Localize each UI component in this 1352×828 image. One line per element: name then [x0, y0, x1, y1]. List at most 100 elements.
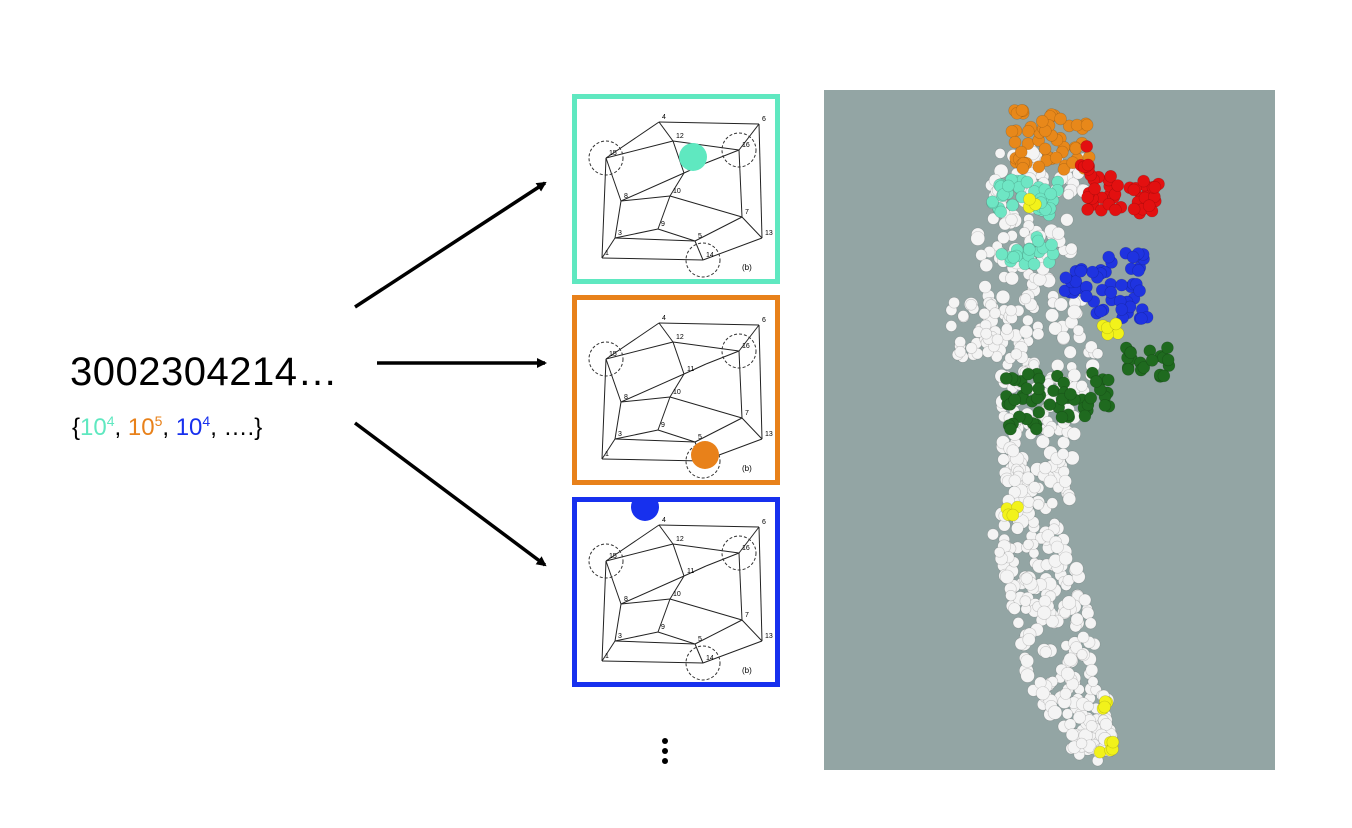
- cube-edge: [672, 341, 740, 352]
- atom-green: [1064, 387, 1077, 401]
- atom-white: [1035, 686, 1050, 701]
- atom-white: [1042, 425, 1055, 438]
- atom-white: [1020, 293, 1032, 305]
- atom-green: [1161, 341, 1174, 355]
- cube-node-label: 6: [762, 116, 766, 123]
- atom-white: [1019, 595, 1032, 607]
- state-marker: [631, 497, 659, 521]
- atom-orange: [1005, 125, 1019, 138]
- atom-white: [970, 231, 986, 246]
- atom-red: [1081, 158, 1095, 172]
- cube-edge: [658, 322, 760, 326]
- cube-edge: [683, 363, 707, 375]
- atom-green: [1121, 363, 1135, 376]
- atom-green: [1032, 406, 1046, 419]
- cube-edge: [614, 401, 622, 440]
- atom-white: [991, 333, 1004, 346]
- cube-node-label: 1: [605, 653, 609, 660]
- cube-edge: [614, 228, 659, 239]
- cube-node-label: 16: [742, 343, 750, 350]
- atom-yellow: [1109, 317, 1123, 331]
- cube-node-label: 14: [706, 655, 714, 662]
- cube-node-label: 10: [673, 591, 681, 598]
- atom-white: [1087, 676, 1099, 688]
- atom-yellow: [1023, 192, 1036, 206]
- cube-node-label: 4: [662, 517, 666, 524]
- atom-white: [1022, 496, 1035, 508]
- cube-edge: [605, 121, 660, 159]
- cube-node-label: 15: [609, 351, 617, 358]
- atom-cyan: [995, 247, 1009, 261]
- cube-node-label: 5: [698, 434, 702, 441]
- atom-white: [1076, 380, 1088, 392]
- atom-white: [994, 148, 1006, 159]
- atom-white: [1099, 718, 1113, 731]
- cube-edge: [683, 565, 707, 577]
- atom-white: [1084, 617, 1097, 630]
- atom-red: [1080, 140, 1093, 153]
- atom-white: [1067, 427, 1081, 441]
- cube-node-label: 11: [687, 366, 694, 373]
- atom-white: [1062, 188, 1075, 201]
- cube-edge: [672, 140, 740, 151]
- set-separator: ,: [162, 414, 176, 441]
- panel-border: [572, 295, 780, 485]
- atom-orange: [1008, 135, 1022, 149]
- cube-edge: [669, 172, 685, 197]
- cube-edge: [657, 631, 696, 645]
- cube-edge: [669, 396, 743, 419]
- atom-orange: [1057, 163, 1071, 176]
- atom-white: [987, 212, 1000, 225]
- atom-white: [1063, 652, 1078, 667]
- cube-edge: [669, 195, 743, 218]
- cube-edge: [657, 429, 696, 443]
- cube-edge: [601, 640, 616, 662]
- atom-white: [1058, 551, 1073, 566]
- atom-white: [978, 307, 991, 320]
- atom-green: [1089, 375, 1103, 388]
- cube-edge: [605, 322, 660, 360]
- atom-white: [995, 289, 1011, 305]
- cube-node-label: 10: [673, 389, 681, 396]
- atom-white: [965, 342, 978, 354]
- cube-edge: [605, 543, 674, 562]
- atom-white: [1076, 649, 1088, 661]
- atom-orange: [1054, 112, 1067, 126]
- atom-cyan: [1045, 238, 1058, 251]
- atom-green: [1030, 422, 1043, 436]
- atom-white: [1028, 481, 1041, 494]
- atom-white: [1065, 242, 1078, 255]
- atom-white: [1005, 589, 1017, 602]
- cube-node-label: 14: [706, 252, 714, 259]
- cube-edge: [614, 438, 696, 443]
- atom-green: [1078, 409, 1092, 423]
- atom-yellow: [1006, 508, 1020, 522]
- cube-node-label: 12: [676, 133, 684, 140]
- cube-node-label: 8: [624, 596, 628, 603]
- atom-white: [1005, 304, 1017, 317]
- cube-edge: [672, 543, 685, 577]
- cube-node-label: 6: [762, 317, 766, 324]
- atom-white: [957, 310, 970, 322]
- atom-white: [1084, 340, 1098, 354]
- atom-white: [1019, 324, 1034, 339]
- cube-node-label: 8: [624, 193, 628, 200]
- atom-yellow: [1093, 745, 1107, 759]
- cube-edge: [741, 417, 763, 440]
- atom-white: [1020, 572, 1033, 585]
- cube-edge: [694, 417, 743, 443]
- state-marker: [691, 441, 719, 469]
- atom-yellow: [1098, 700, 1111, 714]
- cube-edge: [601, 458, 704, 462]
- atom-red: [1081, 203, 1094, 216]
- atom-white: [1085, 663, 1099, 677]
- cube-edge: [738, 526, 760, 554]
- cube-caption: (b): [742, 464, 752, 473]
- atom-white: [1048, 321, 1063, 336]
- cube-edge: [605, 157, 622, 202]
- cube-node-label: 16: [742, 142, 750, 149]
- panel-border: [572, 497, 780, 687]
- atom-blue: [1086, 265, 1099, 279]
- atom-white: [1008, 474, 1021, 487]
- atom-green: [999, 372, 1013, 385]
